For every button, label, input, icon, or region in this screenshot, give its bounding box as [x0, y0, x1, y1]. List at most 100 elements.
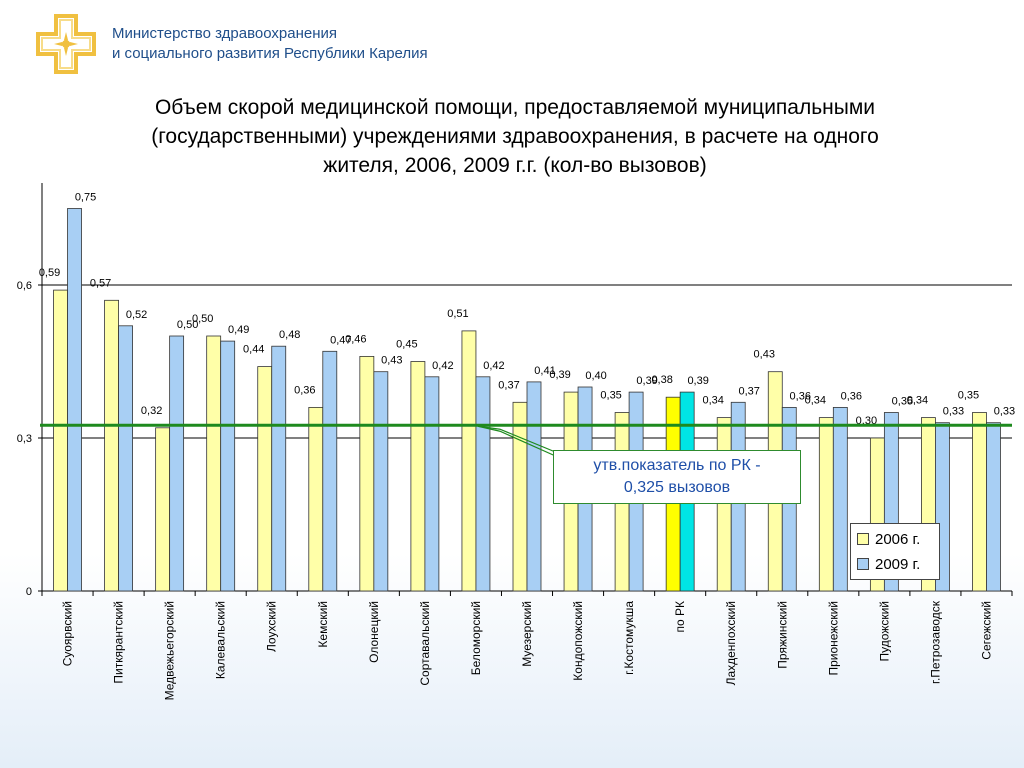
category-label: Суоярвский [61, 601, 75, 666]
bar-2009 [271, 345, 287, 592]
bar-2006 [257, 366, 273, 592]
legend-swatch-2009 [857, 558, 869, 571]
category-label: Лоухский [265, 601, 279, 652]
legend: 2006 г. 2009 г. [850, 523, 940, 580]
category-label: Пудожский [877, 601, 891, 661]
data-label-2009: 0,39 [636, 375, 657, 387]
data-label-2009: 0,50 [177, 319, 198, 331]
legend-swatch-2006 [857, 533, 869, 546]
bar-2009 [220, 340, 236, 592]
chart-title-line-3: жителя, 2006, 2009 г.г. (кол-во вызовов) [323, 154, 707, 177]
category-label: Олонецкий [367, 601, 381, 663]
data-label-2006: 0,36 [294, 384, 315, 396]
y-tick-label: 0 [26, 586, 32, 598]
bar-2006 [716, 417, 732, 592]
data-label-2009: 0,47 [330, 334, 351, 346]
bar-2009 [169, 335, 185, 592]
y-tick-label: 0,3 [17, 433, 32, 445]
data-label-2009: 0,33 [994, 406, 1015, 418]
bar-2006 [104, 299, 119, 592]
data-label-2006: 0,50 [192, 313, 213, 325]
bar-2006 [818, 417, 834, 592]
bar-2006 [308, 406, 324, 592]
data-label-2009: 0,36 [841, 390, 862, 402]
bar-2009 [118, 325, 133, 592]
category-label: г.Петрозаводск [928, 600, 942, 684]
legend-label-2009: 2009 г. [875, 556, 921, 573]
data-label-2009: 0,43 [381, 355, 402, 367]
bar-2006 [410, 361, 426, 592]
bar-2009 [986, 422, 1001, 592]
callout-pointer [477, 425, 557, 453]
chart-title: Объем скорой медицинской помощи, предост… [60, 93, 970, 180]
legend-item-2009: 2009 г. [857, 555, 920, 575]
data-label-2006: 0,34 [702, 395, 723, 407]
category-label: Муезерский [520, 601, 534, 667]
bar-2009 [67, 208, 82, 592]
data-label-2006: 0,46 [345, 333, 366, 345]
legend-label-2006: 2006 г. [875, 531, 921, 548]
data-label-2006: 0,34 [805, 395, 826, 407]
category-label: Сегежский [979, 601, 993, 660]
data-label-2006: 0,57 [90, 277, 111, 289]
data-label-2006: 0,37 [498, 379, 519, 391]
ministry-name: Министерство здравоохранения и социально… [112, 24, 428, 64]
bar-2006 [359, 355, 375, 592]
category-label: Прионежский [826, 601, 840, 676]
bar-2009 [373, 371, 389, 592]
data-label-2006: 0,51 [447, 308, 468, 320]
data-label-2006: 0,34 [907, 395, 928, 407]
category-label: г.Костомукша [622, 601, 636, 675]
ministry-logo [36, 14, 96, 74]
category-label: Кемский [316, 601, 330, 648]
data-label-2009: 0,42 [432, 360, 453, 372]
data-label-2009: 0,75 [75, 192, 96, 204]
data-label-2009: 0,40 [585, 370, 606, 382]
bar-2009 [322, 350, 338, 592]
bar-2006 [155, 427, 171, 592]
legend-item-2006: 2006 г. [857, 530, 920, 550]
data-label-2009: 0,49 [228, 324, 249, 336]
data-label-2006: 0,44 [243, 344, 264, 356]
bar-2009 [832, 406, 848, 592]
ministry-line-2: и социального развития Республики Карели… [112, 45, 428, 62]
reference-callout: утв.показатель по РК - 0,325 вызовов [553, 450, 801, 504]
y-tick-label: 0,6 [17, 280, 32, 292]
data-label-2006: 0,32 [141, 405, 162, 417]
data-label-2006: 0,35 [600, 390, 621, 402]
data-label-2009: 0,39 [687, 375, 708, 387]
category-label: по РК [673, 601, 687, 633]
bar-2009 [526, 381, 542, 592]
data-label-2009: 0,37 [738, 385, 759, 397]
data-label-2009: 0,52 [126, 309, 147, 321]
data-label-2006: 0,39 [549, 369, 570, 381]
bar-2006 [972, 412, 987, 592]
category-label: Сортавальский [418, 601, 432, 686]
data-label-2006: 0,35 [958, 390, 979, 402]
bar-2006 [53, 289, 68, 592]
category-label: Питкярантский [112, 601, 126, 684]
chart-title-line-1: Объем скорой медицинской помощи, предост… [154, 96, 876, 119]
category-label: Беломорский [469, 601, 483, 675]
category-label: Лахденпохский [724, 601, 738, 685]
category-label: Медвежьегорский [163, 601, 177, 700]
callout-line-1: утв.показатель по РК - [593, 457, 761, 474]
category-label: Пряжинский [775, 601, 789, 669]
callout-pointer [477, 425, 557, 457]
category-label: Калевальский [214, 601, 228, 679]
bar-2006 [512, 401, 528, 592]
bar-2006 [206, 335, 222, 592]
data-label-2009: 0,48 [279, 329, 300, 341]
bar-2009 [475, 376, 491, 592]
bar-2009 [424, 376, 440, 592]
data-label-2009: 0,36 [790, 390, 811, 402]
data-label-2009: 0,33 [943, 406, 964, 418]
ministry-line-1: Министерство здравоохранения [112, 25, 337, 42]
chart-title-line-2: (государственными) учреждениями здравоох… [151, 125, 879, 148]
callout-line-2: 0,325 вызовов [623, 479, 731, 496]
data-label-2009: 0,42 [483, 360, 504, 372]
bar-2006 [461, 330, 477, 592]
data-label-2006: 0,59 [39, 267, 60, 279]
data-label-2006: 0,43 [754, 349, 775, 361]
